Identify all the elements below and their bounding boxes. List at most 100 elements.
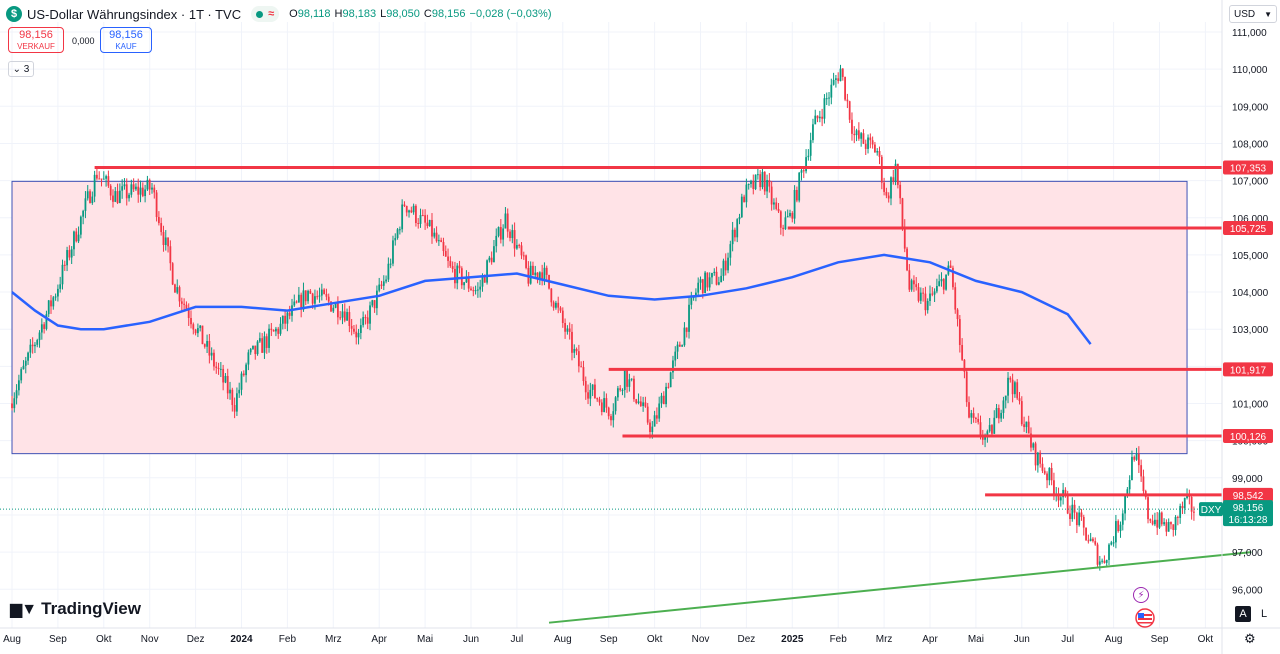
candle-body [162, 232, 165, 246]
candle-body [350, 325, 353, 329]
candle-body [1007, 377, 1009, 396]
candle-body [821, 116, 824, 119]
candle-body [378, 284, 381, 291]
x-axis: Aug Sep Okt Nov Dez 2024 Feb Mrz Apr Mai Jun Jul Aug… [0, 627, 1280, 645]
candle-body [896, 163, 899, 185]
candle-body [587, 392, 589, 399]
candle-body [619, 388, 622, 391]
candle-body [369, 305, 371, 324]
candle-body [318, 295, 321, 297]
log-scale-button[interactable]: L [1260, 608, 1268, 620]
candle-body [1121, 513, 1124, 525]
candle-body [320, 289, 323, 296]
candle-body [814, 115, 817, 125]
ohlc-value: 98,183 [342, 8, 377, 20]
candle-body [511, 230, 514, 239]
dollar-icon: $ [6, 6, 22, 22]
candle-body [1131, 456, 1133, 481]
auto-scale-button[interactable]: A [1235, 606, 1251, 622]
candle-body [194, 329, 197, 334]
candle-body [68, 250, 71, 258]
candle-body [151, 187, 153, 190]
sell-button[interactable]: 98,156 VERKAUF [8, 27, 64, 53]
candle-body [435, 232, 438, 242]
candle-body [621, 390, 624, 392]
candle-body [809, 140, 812, 156]
candle-body [180, 301, 183, 304]
candle-body [109, 185, 112, 196]
candle-body [392, 240, 394, 264]
candle-body [66, 250, 68, 266]
candle-body [564, 322, 566, 332]
candle-body [1080, 512, 1083, 517]
candle-body [722, 260, 725, 276]
market-status[interactable]: ≈ [251, 6, 280, 22]
candle-body [518, 245, 521, 247]
x-tick-label: Sep [600, 634, 618, 645]
x-tick-label: Mrz [876, 634, 893, 645]
candle-body [509, 231, 511, 239]
candle-body [795, 189, 798, 201]
candle-body [630, 378, 633, 380]
candle-body [538, 272, 541, 279]
candle-body [952, 267, 954, 288]
symbol-title[interactable]: US-Dollar Währungsindex · 1T · TVC [27, 6, 242, 22]
buy-button[interactable]: 98,156 KAUF [100, 27, 152, 53]
candle-body [164, 237, 167, 246]
candle-body [727, 257, 729, 271]
candle-body [674, 351, 677, 361]
candle-body [552, 302, 555, 308]
candle-body [364, 317, 367, 319]
candle-body [118, 190, 121, 203]
candle-body [993, 417, 996, 434]
candle-body [353, 328, 355, 332]
candle-body [458, 265, 461, 269]
candle-body [1179, 506, 1182, 518]
tradingview-logo[interactable]: ▆▼ TradingView [10, 599, 141, 619]
candle-body [908, 270, 911, 290]
candle-body [284, 315, 287, 324]
candle-body [841, 68, 844, 77]
x-tick-label: Mai [417, 634, 433, 645]
candle-body [447, 256, 449, 261]
candle-body [114, 191, 117, 202]
candle-body [750, 180, 752, 184]
candle-body [431, 220, 433, 237]
candle-body [1082, 516, 1085, 528]
level-tag-bg [1223, 220, 1273, 235]
settings-icon[interactable]: ⚙ [1244, 631, 1256, 646]
candle-body [1151, 520, 1154, 525]
candle-body [254, 345, 257, 355]
level-tag-label: 107,353 [1230, 163, 1267, 174]
candle-body [1087, 540, 1090, 542]
candle-body [851, 119, 853, 134]
candle-body [871, 140, 874, 145]
candle-body [667, 386, 670, 388]
candle-body [1066, 494, 1069, 514]
candle-body [1078, 512, 1081, 526]
candle-body [153, 187, 156, 193]
flash-icon[interactable]: ⚡ [1133, 587, 1149, 603]
candle-body [575, 348, 578, 352]
level-tag-label: 100,126 [1230, 432, 1267, 443]
currency-select[interactable]: USD ▼ [1229, 5, 1277, 23]
candle-body [89, 191, 91, 203]
candle-body [986, 431, 989, 436]
candle-body [607, 407, 610, 417]
indicators-toggle[interactable]: ⌄ 3 [8, 61, 34, 77]
candle-body [77, 234, 80, 242]
candle-body [740, 196, 743, 218]
candle-body [1002, 400, 1005, 413]
candle-body [497, 227, 500, 236]
candle-body [977, 418, 980, 423]
candle-body [336, 303, 339, 318]
candle-body [1048, 468, 1051, 481]
candle-body [697, 282, 700, 293]
candle-body [513, 230, 516, 249]
candle-body [573, 348, 576, 353]
us-flag-icon[interactable] [1134, 608, 1156, 628]
candle-body [1105, 559, 1108, 563]
candle-body [263, 336, 266, 353]
x-tick-label: Okt [647, 634, 663, 645]
